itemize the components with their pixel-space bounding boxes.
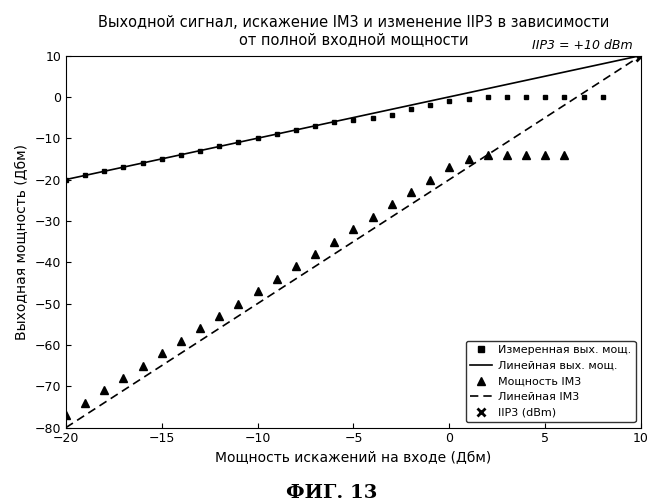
Title: Выходной сигнал, искажение IM3 и изменение IIP3 в зависимости
от полной входной : Выходной сигнал, искажение IM3 и изменен… (98, 15, 609, 48)
Text: IIP3 = +10 dBm: IIP3 = +10 dBm (532, 39, 632, 52)
X-axis label: Мощность искажений на входе (Дбм): Мощность искажений на входе (Дбм) (215, 451, 491, 465)
Text: ФИГ. 13: ФИГ. 13 (286, 484, 378, 500)
Legend: Измеренная вых. мощ., Линейная вых. мощ., Мощность IM3, Линейная IM3, IIP3 (dBm): Измеренная вых. мощ., Линейная вых. мощ.… (465, 341, 635, 422)
Y-axis label: Выходная мощность (Дбм): Выходная мощность (Дбм) (15, 144, 29, 340)
